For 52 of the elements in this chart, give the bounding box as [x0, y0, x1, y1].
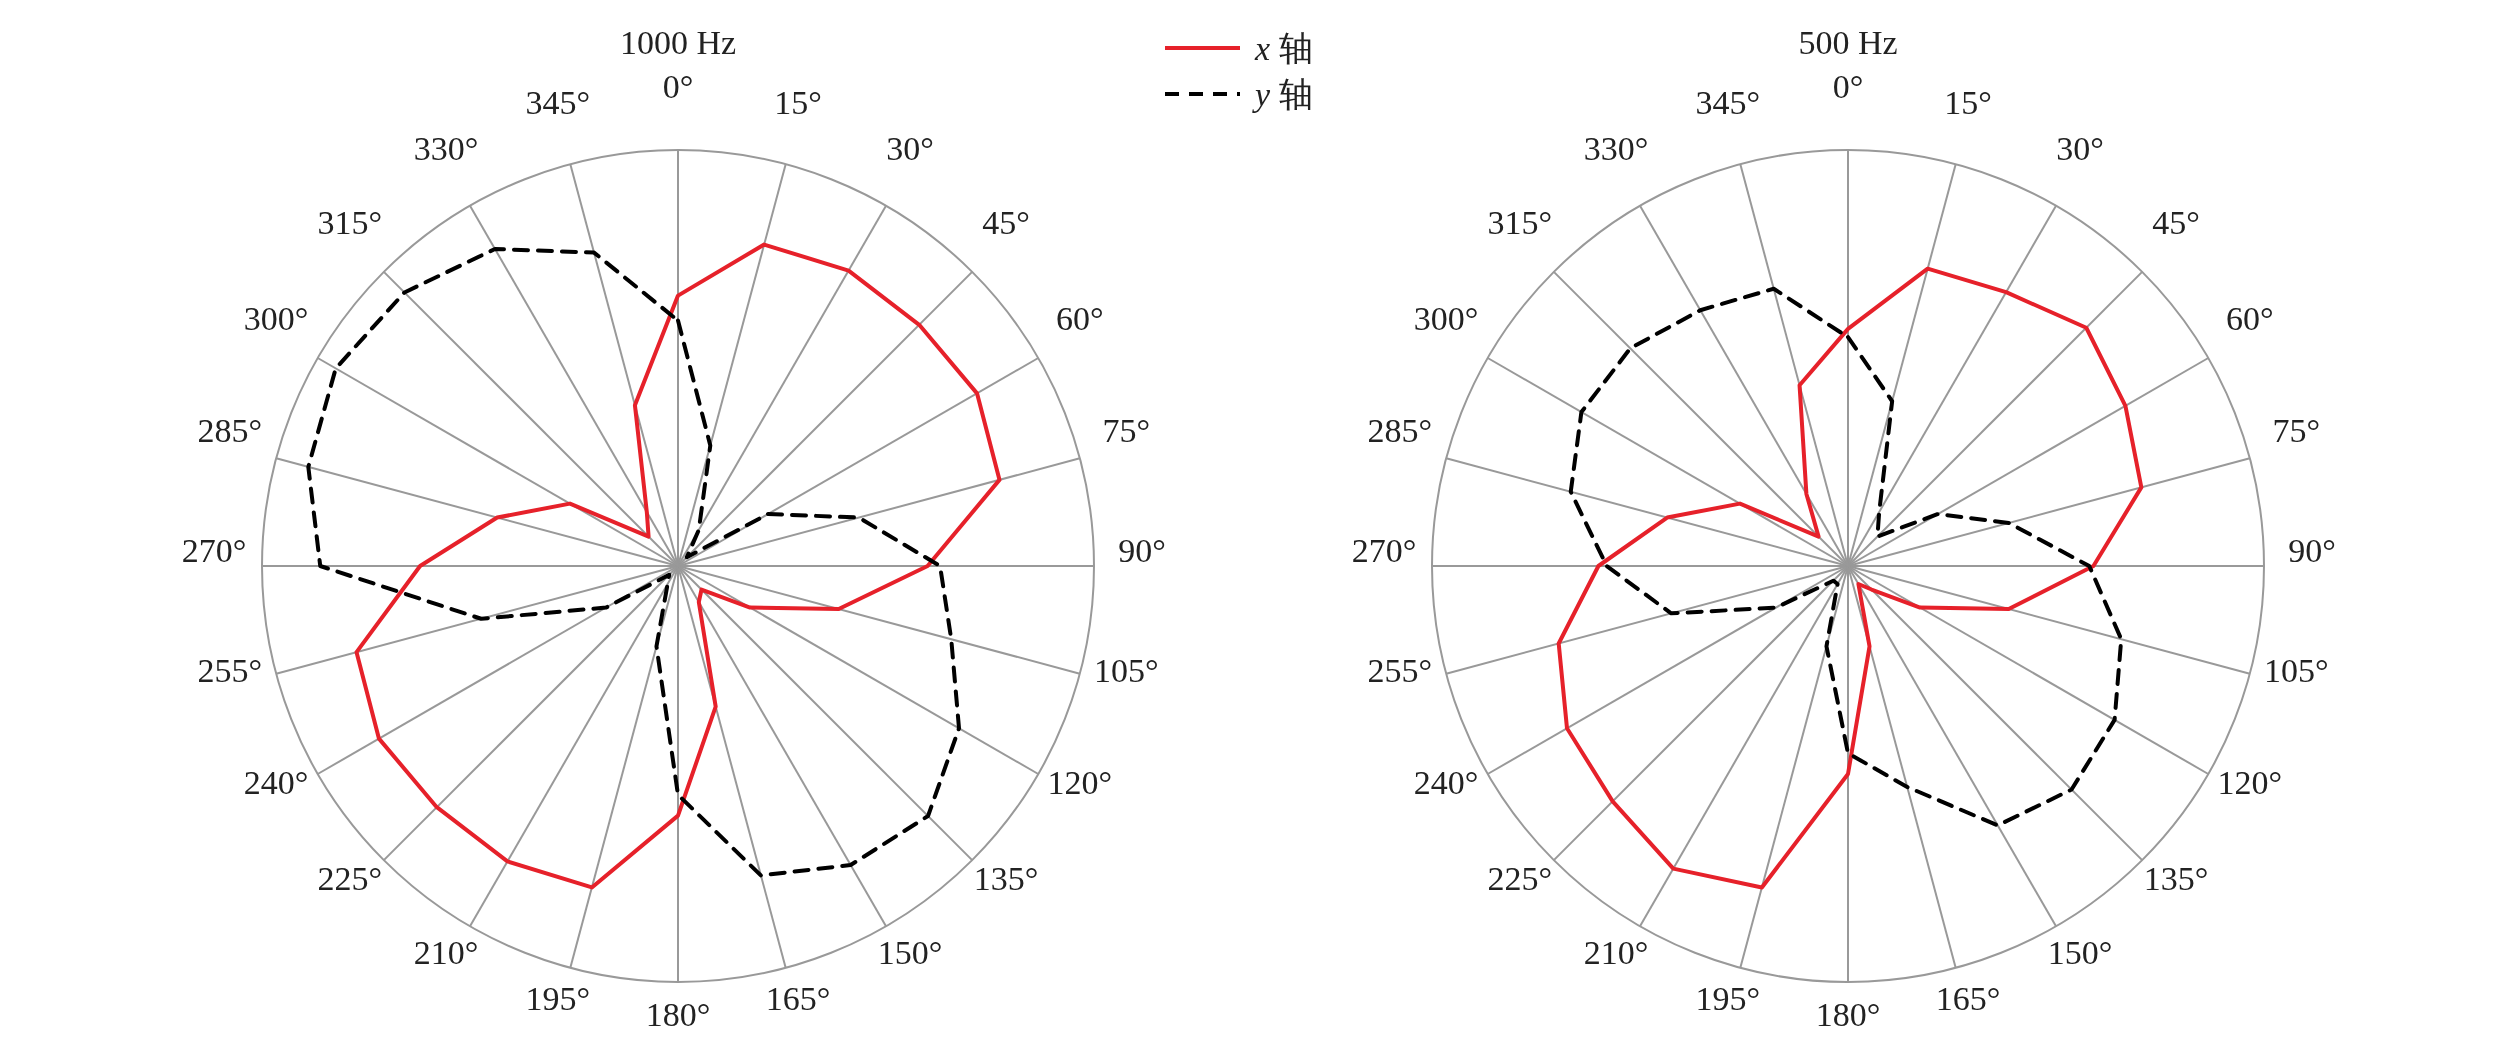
- spoke-label: 345°: [525, 83, 591, 121]
- spoke-label: 195°: [525, 979, 591, 1017]
- spoke-label: 30°: [886, 129, 934, 167]
- spoke-label: 300°: [1413, 299, 1479, 337]
- spoke-label: 270°: [1351, 531, 1417, 569]
- spoke-label: 150°: [2047, 933, 2113, 971]
- spoke-label: 75°: [2272, 411, 2320, 449]
- spoke-label: 75°: [1102, 411, 1150, 449]
- spoke-label: 90°: [1118, 531, 1166, 569]
- spoke-label: 165°: [1935, 979, 2001, 1017]
- spoke-label: 135°: [973, 859, 1039, 897]
- spoke-label: 210°: [1583, 933, 1649, 971]
- spoke-label: 180°: [1815, 995, 1881, 1033]
- spoke-label: 255°: [1367, 651, 1433, 689]
- spoke-label: 225°: [317, 859, 383, 897]
- spoke-label: 45°: [2152, 203, 2200, 241]
- spoke-label: 300°: [243, 299, 309, 337]
- spoke-label: 225°: [1487, 859, 1553, 897]
- spoke-label: 105°: [1093, 651, 1159, 689]
- spoke-label: 15°: [774, 83, 822, 121]
- spoke-label: 255°: [197, 651, 263, 689]
- spoke-label: 60°: [1056, 299, 1104, 337]
- spoke-label: 315°: [1487, 203, 1553, 241]
- chart-title: 500 Hz: [1798, 23, 1898, 61]
- spoke-label: 330°: [413, 129, 479, 167]
- spoke-label: 135°: [2143, 859, 2209, 897]
- spoke-label: 0°: [662, 67, 694, 105]
- spoke-label: 60°: [2226, 299, 2274, 337]
- spoke-label: 180°: [645, 995, 711, 1033]
- spoke-label: 165°: [765, 979, 831, 1017]
- spoke-label: 30°: [2056, 129, 2104, 167]
- spoke-label: 195°: [1695, 979, 1761, 1017]
- spoke-label: 120°: [2217, 763, 2283, 801]
- spoke-label: 0°: [1832, 67, 1864, 105]
- spoke-label: 285°: [1367, 411, 1433, 449]
- spoke-label: 45°: [982, 203, 1030, 241]
- spoke-label: 240°: [243, 763, 309, 801]
- spoke-label: 345°: [1695, 83, 1761, 121]
- spoke-label: 90°: [2288, 531, 2336, 569]
- spoke-label: 15°: [1944, 83, 1992, 121]
- chart-title: 1000 Hz: [619, 23, 737, 61]
- spoke-label: 315°: [317, 203, 383, 241]
- spoke-label: 330°: [1583, 129, 1649, 167]
- spoke-label: 150°: [877, 933, 943, 971]
- spoke-label: 240°: [1413, 763, 1479, 801]
- spoke-label: 210°: [413, 933, 479, 971]
- spoke-label: 285°: [197, 411, 263, 449]
- spoke-label: 120°: [1047, 763, 1113, 801]
- spoke-label: 270°: [181, 531, 247, 569]
- legend-label: y 轴: [1252, 75, 1313, 113]
- legend-label: x 轴: [1254, 29, 1313, 67]
- spoke-label: 105°: [2263, 651, 2329, 689]
